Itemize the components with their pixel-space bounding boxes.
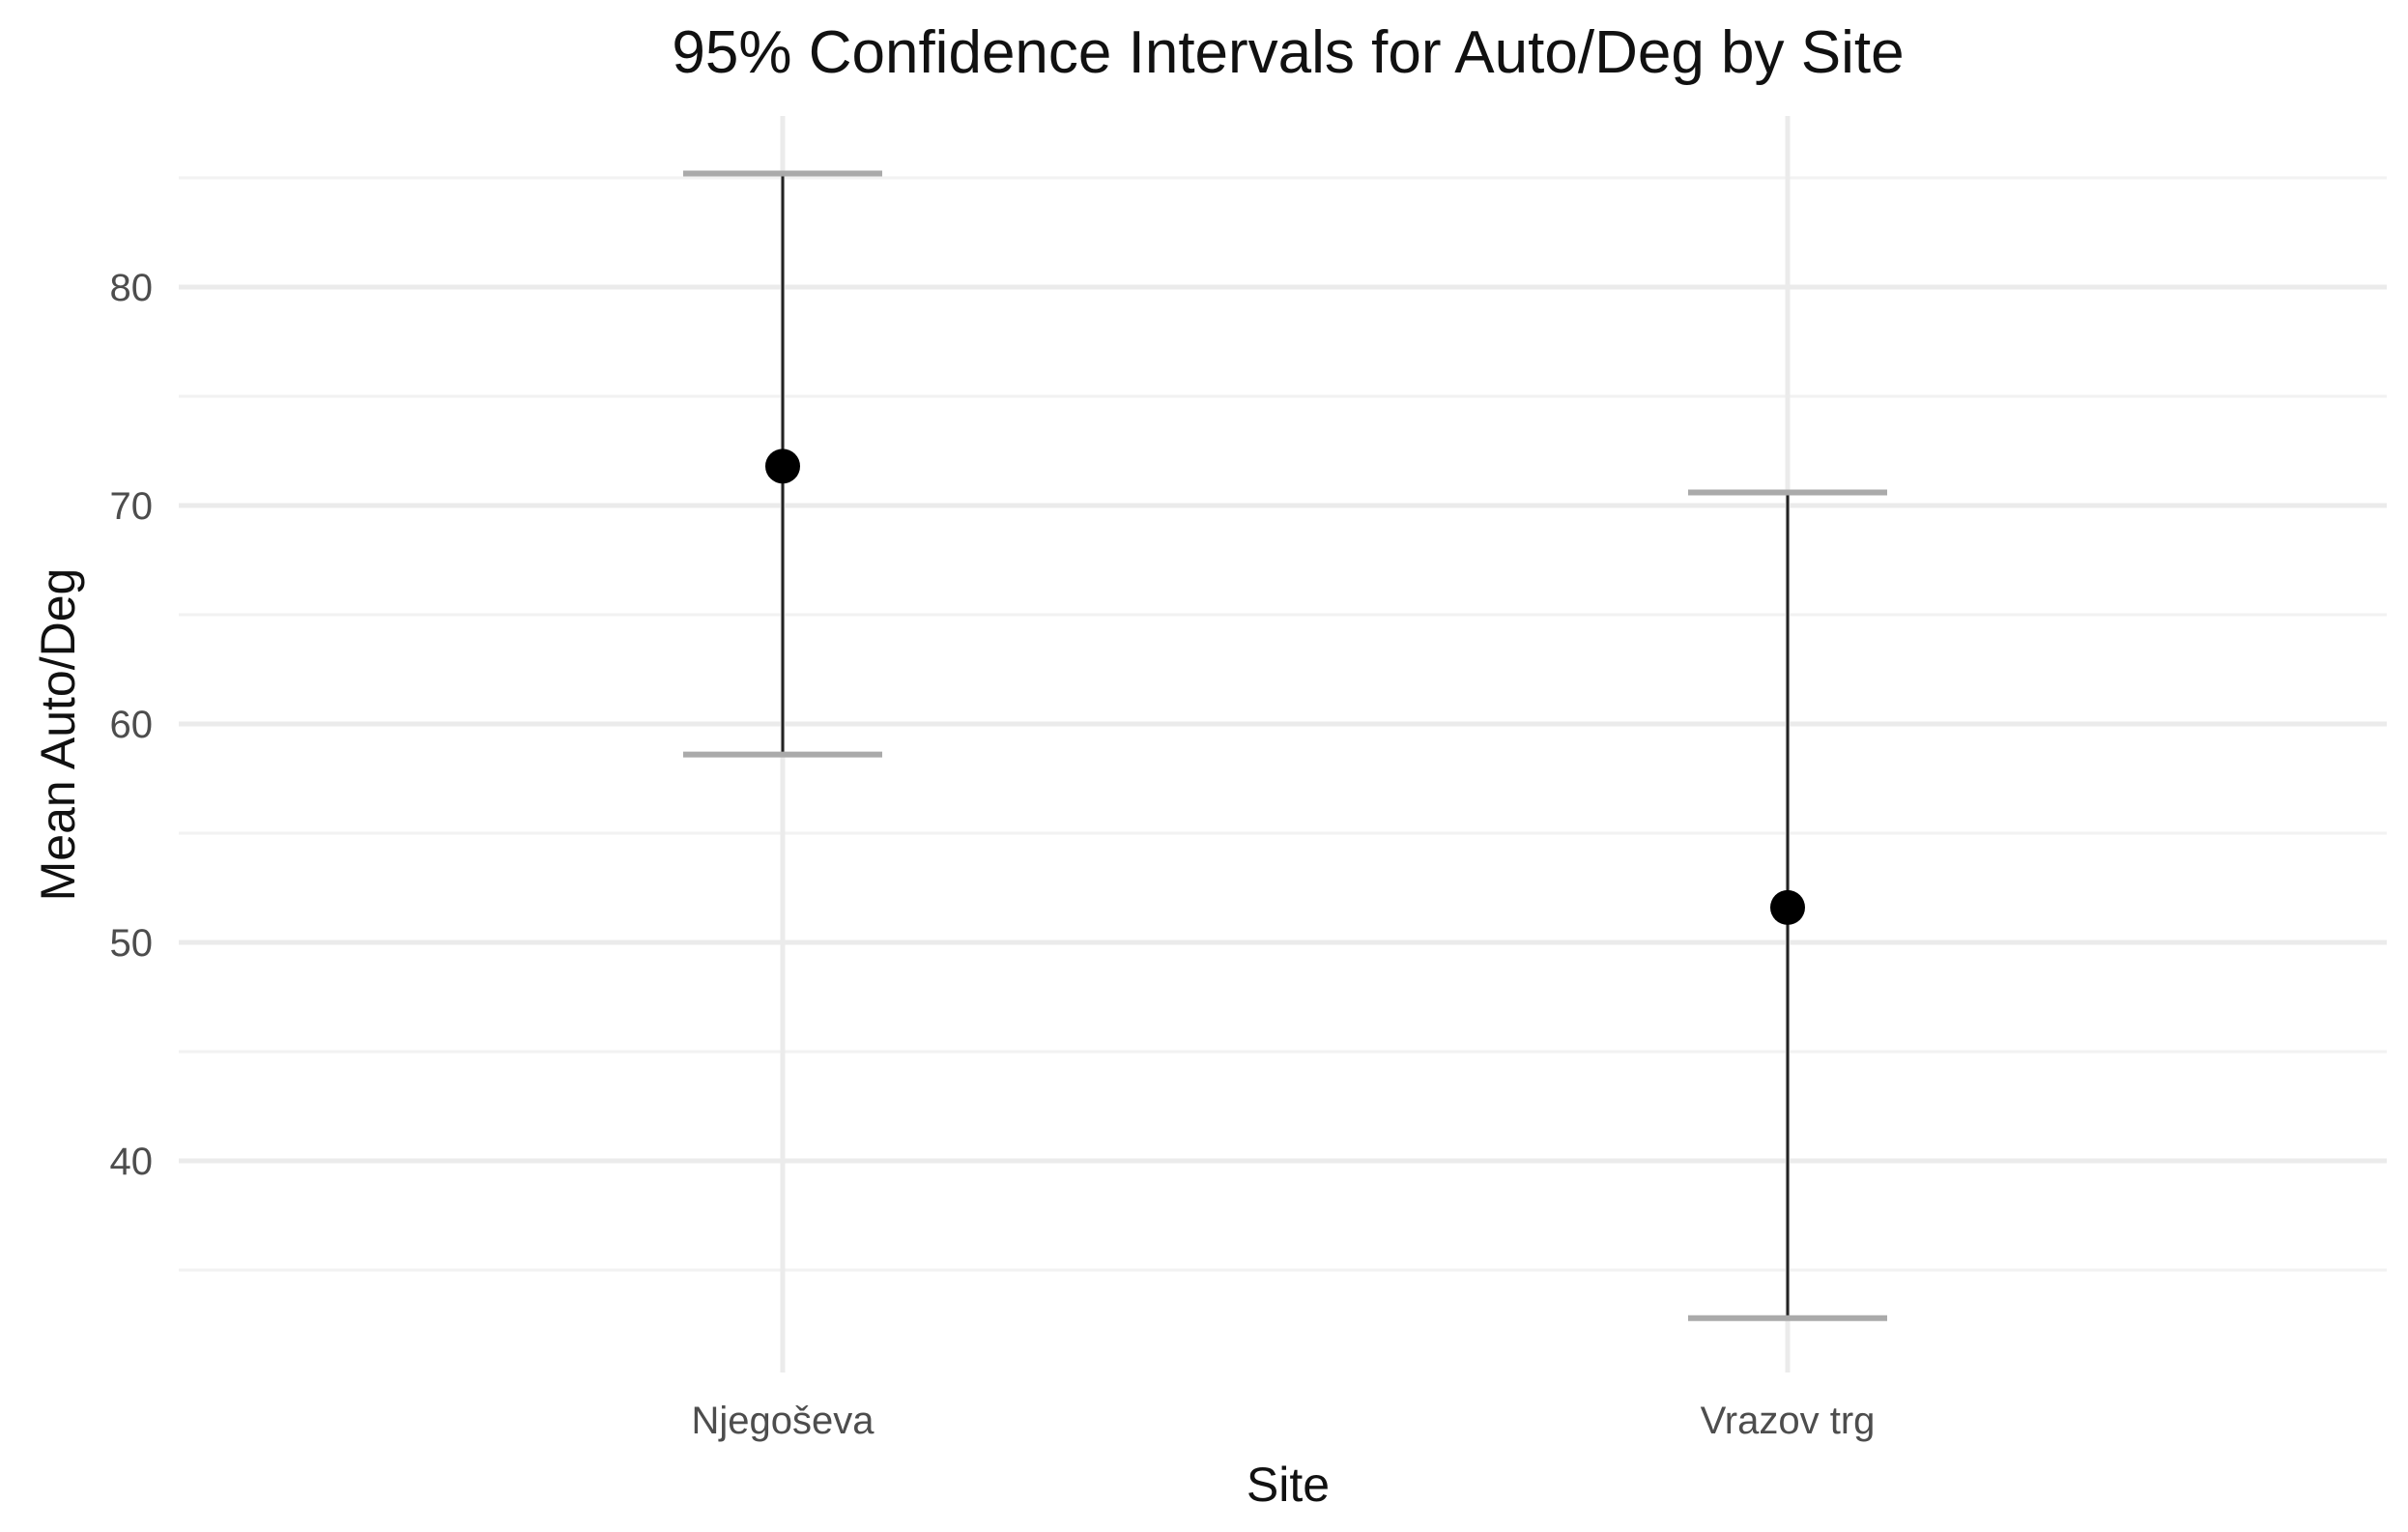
chart-title: 95% Confidence Intervals for Auto/Deg by… [672, 19, 1904, 86]
y-tick-label-50: 50 [110, 922, 154, 965]
y-tick-label-40: 40 [110, 1141, 154, 1183]
y-tick-label-70: 70 [110, 485, 154, 528]
y-tick-label-60: 60 [110, 704, 154, 746]
x-tick-label-1: Njegoševa [691, 1400, 874, 1442]
y-axis-label: Mean Auto/Deg [31, 568, 85, 902]
x-axis-label: Site [1247, 1458, 1330, 1512]
grid-layer [179, 116, 2387, 1373]
mean-point-1 [765, 448, 800, 484]
axis-layer: 40 50 60 70 80 Njegoševa Vrazov trg [110, 267, 1876, 1442]
mean-point-2 [1770, 889, 1805, 925]
marks-layer [683, 170, 1887, 1321]
x-tick-label-2: Vrazov trg [1701, 1400, 1876, 1442]
y-tick-label-80: 80 [110, 267, 154, 309]
